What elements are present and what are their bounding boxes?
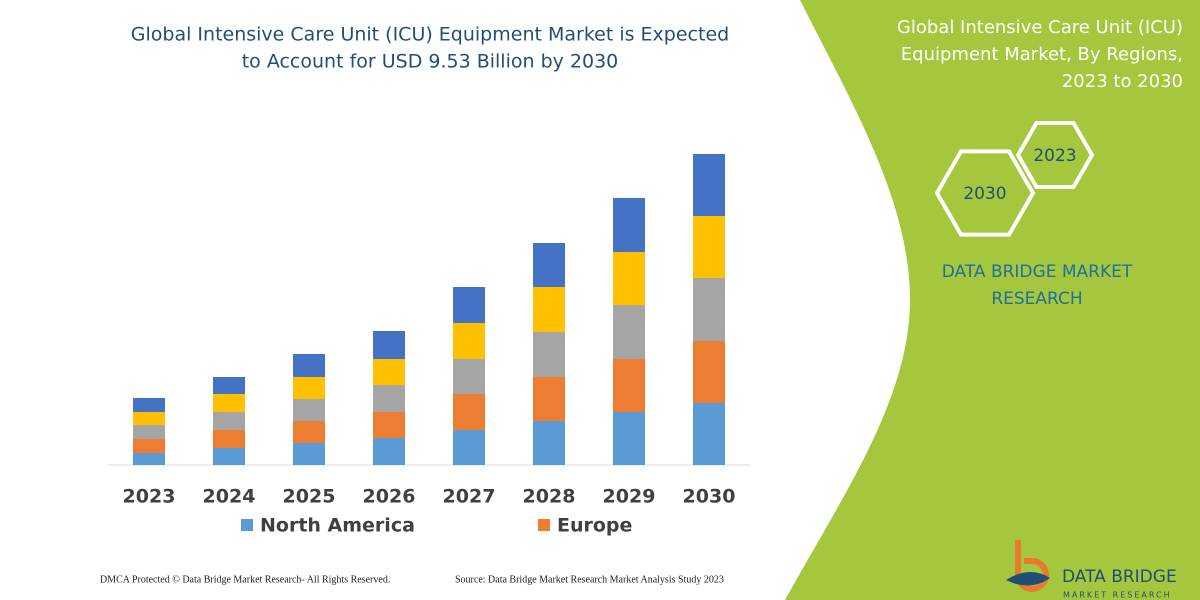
bar-segment xyxy=(133,453,165,465)
bar-segment xyxy=(613,252,645,305)
hexagon xyxy=(934,149,1036,237)
legend-swatch xyxy=(241,519,253,531)
bar-segment xyxy=(533,287,565,332)
panel-title: 2023 to 2030 xyxy=(1062,71,1183,92)
bar-segment xyxy=(613,412,645,465)
bar-segment xyxy=(693,216,725,278)
logo-tagline: MARKET RESEARCH xyxy=(1063,591,1172,600)
bar-segment xyxy=(373,412,405,438)
bar-segment xyxy=(213,448,245,465)
x-tick-label: 2030 xyxy=(683,486,736,508)
bar-segment xyxy=(133,439,165,453)
bar-segment xyxy=(373,385,405,412)
legend-label: North America xyxy=(260,515,415,537)
footer-note: DMCA Protected © Data Bridge Market Rese… xyxy=(100,574,390,585)
x-tick-label: 2026 xyxy=(363,486,416,508)
hexagon xyxy=(1015,121,1095,189)
x-tick-label: 2024 xyxy=(203,486,256,508)
bar-segment xyxy=(213,412,245,430)
x-tick-label: 2025 xyxy=(283,486,336,508)
bar-segment xyxy=(453,287,485,323)
bar-segment xyxy=(533,377,565,421)
bar-segment xyxy=(533,421,565,465)
bar-segment xyxy=(613,198,645,252)
bar-segment xyxy=(373,438,405,465)
bar-segment xyxy=(293,399,325,421)
bar-segment xyxy=(213,394,245,412)
bar-segment xyxy=(293,443,325,465)
hex-label: 2030 xyxy=(963,184,1006,204)
bar-segment xyxy=(133,425,165,439)
bar-segment xyxy=(213,377,245,394)
bar-segment xyxy=(293,354,325,377)
logo-name: DATA BRIDGE xyxy=(1062,567,1177,587)
bar-segment xyxy=(373,331,405,359)
bar-segment xyxy=(293,421,325,443)
x-tick-label: 2027 xyxy=(443,486,496,508)
chart-title: Global Intensive Care Unit (ICU) Equipme… xyxy=(131,24,729,46)
bar-segment xyxy=(533,332,565,377)
bar-segment xyxy=(453,323,485,359)
panel-brand: DATA BRIDGE MARKET xyxy=(942,262,1133,282)
bar-segment xyxy=(533,243,565,287)
bar-segment xyxy=(213,430,245,448)
panel-title: Global Intensive Care Unit (ICU) xyxy=(897,17,1183,38)
bar-segment xyxy=(453,359,485,394)
bar-segment xyxy=(453,394,485,430)
panel-title: Equipment Market, By Regions, xyxy=(901,44,1183,65)
x-tick-label: 2029 xyxy=(603,486,656,508)
bar-segment xyxy=(373,359,405,385)
x-tick-label: 2028 xyxy=(523,486,576,508)
side-panel xyxy=(785,0,1200,600)
x-tick-label: 2023 xyxy=(123,486,176,508)
bar-segment xyxy=(693,154,725,216)
bar-segment xyxy=(453,430,485,465)
hex-label: 2023 xyxy=(1033,146,1076,166)
logo-icon xyxy=(1006,540,1050,592)
bar-segment xyxy=(293,377,325,399)
bar-segment xyxy=(613,305,645,359)
legend-label: Europe xyxy=(557,515,632,537)
bar-segment xyxy=(693,403,725,465)
footer-note: Source: Data Bridge Market Research Mark… xyxy=(455,574,724,585)
bar-segment xyxy=(693,278,725,341)
legend-swatch xyxy=(538,519,550,531)
bar-segment xyxy=(133,412,165,425)
bar-segment xyxy=(133,398,165,412)
bar-segment xyxy=(693,341,725,403)
logo-mark xyxy=(1006,571,1050,586)
panel-brand: RESEARCH xyxy=(991,289,1082,309)
bar-segment xyxy=(613,359,645,412)
chart-title: to Account for USD 9.53 Billion by 2030 xyxy=(242,51,619,73)
